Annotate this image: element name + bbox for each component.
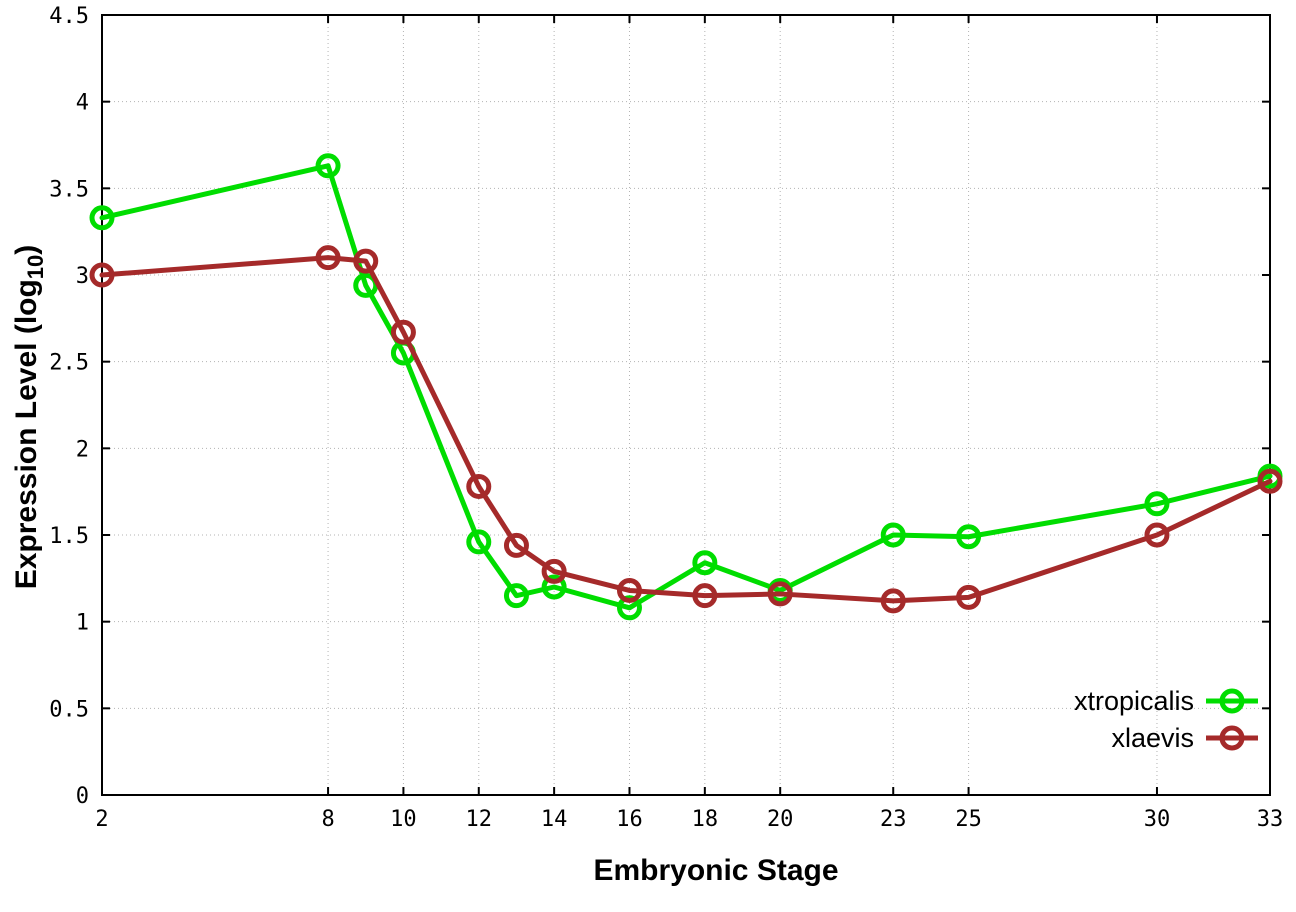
data-point-xlaevis [541,558,567,584]
plot-border [101,14,1271,796]
y-tick-label: 0 [76,784,89,809]
data-point-xlaevis [956,584,982,610]
x-tick-label: 33 [1257,807,1284,832]
y-tick-label: 4.5 [49,4,89,29]
data-point-xtropicalis [1144,491,1170,517]
x-tick-label: 18 [692,807,719,832]
legend-marker [1219,688,1245,714]
data-point-xlaevis [692,583,718,609]
data-point-xlaevis [1257,468,1283,494]
data-point-xlaevis [880,588,906,614]
y-tick-label: 4 [76,91,89,116]
x-tick-label: 8 [321,807,334,832]
data-point-xlaevis [315,245,341,271]
data-point-xtropicalis [89,205,115,231]
x-tick-label: 14 [541,807,568,832]
series-line-xtropicalis [99,163,1273,611]
data-point-xtropicalis [503,583,529,609]
y-tick-label: 3 [76,264,89,289]
y-tick-label: 2 [76,437,89,462]
data-point-xlaevis [466,473,492,499]
y-tick-label: 0.5 [49,697,89,722]
data-point-xtropicalis [353,272,379,298]
data-point-xlaevis [767,581,793,607]
y-axis-title: Expression Level (log10) [10,245,48,590]
x-tick-label: 16 [616,807,643,832]
data-point-xtropicalis [956,524,982,550]
data-point-xlaevis [503,532,529,558]
x-tick-label: 2 [95,807,108,832]
data-point-xlaevis [89,262,115,288]
legend-label-xlaevis: xlaevis [1111,723,1194,753]
data-point-xlaevis [1144,522,1170,548]
data-point-xtropicalis [466,529,492,555]
legend-marker [1219,725,1245,751]
x-tick-label: 12 [466,807,493,832]
x-tick-label: 10 [390,807,417,832]
data-point-xlaevis [353,248,379,274]
data-point-xtropicalis [541,574,567,600]
x-tick-label: 25 [955,807,982,832]
x-axis-title: Embryonic Stage [593,854,838,887]
y-tick-label: 2.5 [49,351,89,376]
legend-label-xtropicalis: xtropicalis [1074,686,1194,716]
x-tick-label: 30 [1144,807,1171,832]
data-point-xtropicalis [616,595,642,621]
y-tick-label: 1 [76,611,89,636]
y-tick-label: 3.5 [49,177,89,202]
data-point-xlaevis [616,577,642,603]
y-tick-label: 1.5 [49,524,89,549]
x-tick-label: 20 [767,807,794,832]
x-tick-label: 23 [880,807,907,832]
data-point-xtropicalis [880,522,906,548]
series-line-xlaevis [99,255,1273,604]
data-point-xlaevis [390,319,416,345]
data-point-xtropicalis [692,550,718,576]
data-point-xtropicalis [315,153,341,179]
